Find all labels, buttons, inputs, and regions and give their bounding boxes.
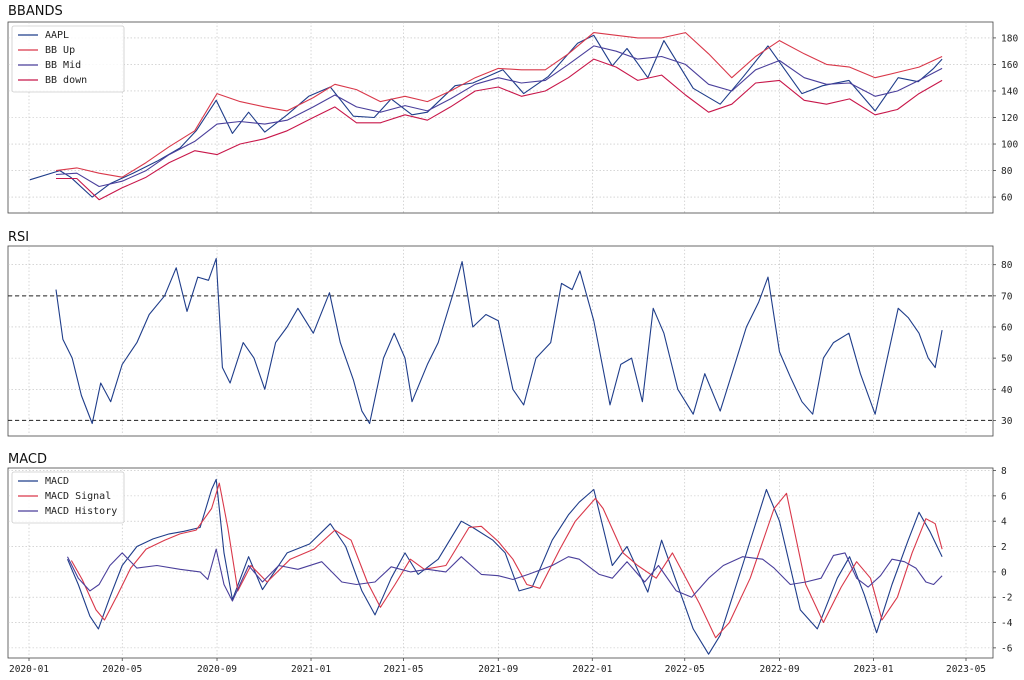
y-tick-label: -6 xyxy=(1001,643,1013,654)
x-axis-ticks: 2020-01 2020-05 2020-09 2021-01 2021-05 2021-… xyxy=(9,658,986,675)
x-tick-label: 2022-01 xyxy=(572,664,612,675)
rsi-grid xyxy=(8,246,993,436)
y-tick-label: 60 xyxy=(1001,322,1013,333)
series-line-bb-up xyxy=(55,32,943,178)
y-tick-label: 100 xyxy=(1001,140,1018,151)
x-tick-label: 2023-01 xyxy=(854,664,894,675)
x-tick-label: 2020-05 xyxy=(102,664,142,675)
legend-label: AAPL xyxy=(45,30,69,41)
rsi-series xyxy=(55,257,943,425)
rsi-panel: RSI 30 40 50 60 70 80 xyxy=(7,230,1013,437)
series-line-bb-down xyxy=(56,58,943,201)
y-tick-label: 0 xyxy=(1001,567,1007,578)
y-tick-label: 6 xyxy=(1001,491,1007,502)
legend-box xyxy=(11,471,125,524)
y-tick-label: -2 xyxy=(1001,593,1012,604)
y-tick-label: 120 xyxy=(1001,113,1018,124)
x-tick-label: 2023-05 xyxy=(946,664,986,675)
y-tick-label: 160 xyxy=(1001,60,1018,71)
x-tick-label: 2020-09 xyxy=(197,664,237,675)
legend-label: MACD Signal xyxy=(45,491,111,502)
y-tick-label: 80 xyxy=(1001,166,1013,177)
x-tick-label: 2021-01 xyxy=(291,664,331,675)
rsi-plot-frame xyxy=(7,245,994,437)
y-tick-label: 140 xyxy=(1001,86,1018,97)
panel-title-rsi: RSI xyxy=(8,230,29,245)
y-tick-label: 70 xyxy=(1001,291,1013,302)
x-tick-label: 2020-01 xyxy=(9,664,49,675)
y-tick-label: 50 xyxy=(1001,354,1013,365)
series-line-aapl xyxy=(29,34,943,198)
macd-legend: MACD MACD Signal MACD History xyxy=(11,471,125,524)
panel-title-macd: MACD xyxy=(8,452,47,467)
macd-y-ticks: -6 -4 -2 0 2 4 6 8 xyxy=(993,466,1013,654)
y-tick-label: 30 xyxy=(1001,416,1013,427)
bbands-panel: BBANDS 60 80 100 120 140 160 180 AAPL BB Up BB M… xyxy=(7,4,1018,214)
series-line-bb-mid xyxy=(55,45,943,188)
x-tick-label: 2021-09 xyxy=(478,664,518,675)
bbands-series xyxy=(29,32,943,201)
bbands-y-ticks: 60 80 100 120 140 160 180 xyxy=(993,33,1018,204)
bbands-legend: AAPL BB Up BB Mid BB down xyxy=(11,25,125,93)
y-tick-label: 2 xyxy=(1001,542,1007,553)
rsi-y-ticks: 30 40 50 60 70 80 xyxy=(993,260,1013,427)
x-tick-label: 2022-09 xyxy=(760,664,800,675)
rsi-threshold-lines xyxy=(8,295,993,421)
panel-title-bbands: BBANDS xyxy=(8,4,63,19)
y-tick-label: 4 xyxy=(1001,517,1007,528)
series-line-macd-signal xyxy=(70,482,943,639)
bbands-grid xyxy=(8,22,993,213)
y-tick-label: -4 xyxy=(1001,618,1013,629)
y-tick-label: 40 xyxy=(1001,385,1013,396)
macd-grid xyxy=(8,468,993,658)
series-line-rsi xyxy=(55,257,943,425)
y-tick-label: 8 xyxy=(1001,466,1007,477)
legend-box xyxy=(11,25,125,93)
y-tick-label: 80 xyxy=(1001,260,1013,271)
macd-plot-frame xyxy=(7,467,994,659)
y-tick-label: 60 xyxy=(1001,193,1013,204)
series-line-macd xyxy=(66,478,943,655)
macd-panel: MACD -6 -4 -2 0 2 4 6 8 MACD MACD Signal MACD His… xyxy=(7,452,1013,675)
y-tick-label: 180 xyxy=(1001,33,1018,44)
legend-label: BB down xyxy=(45,75,87,86)
legend-label: MACD xyxy=(45,476,69,487)
macd-series xyxy=(66,478,943,655)
legend-label: BB Up xyxy=(45,45,75,56)
legend-label: MACD History xyxy=(45,506,117,517)
series-line-macd-history xyxy=(67,548,943,602)
x-tick-label: 2022-05 xyxy=(665,664,705,675)
legend-label: BB Mid xyxy=(45,60,81,71)
x-tick-label: 2021-05 xyxy=(383,664,423,675)
